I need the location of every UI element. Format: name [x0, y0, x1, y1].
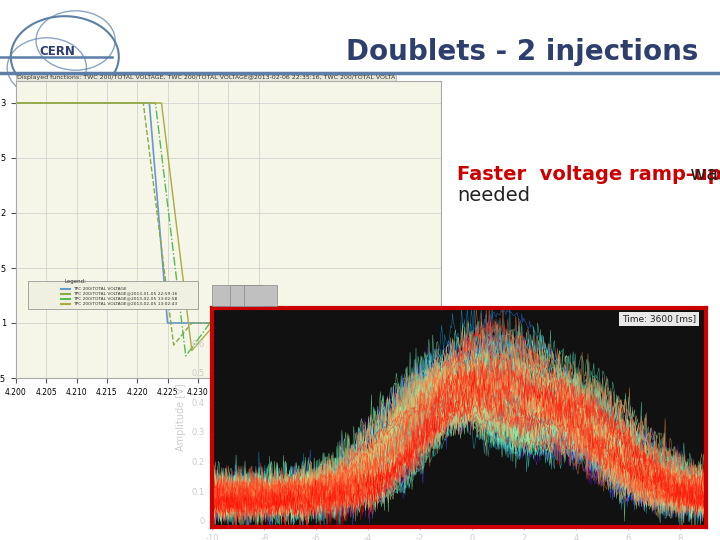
- Text: TPC 200/TOTAL VOLTAGE@2013-02-05 13:02:58: TPC 200/TOTAL VOLTAGE@2013-02-05 13:02:5…: [73, 297, 178, 301]
- Text: Doublets - 2 injections: Doublets - 2 injections: [346, 38, 698, 66]
- Text: Time: 3600 [ms]: Time: 3600 [ms]: [621, 314, 696, 323]
- FancyBboxPatch shape: [230, 286, 262, 306]
- Y-axis label: Amplitude [V]: Amplitude [V]: [176, 383, 186, 451]
- Text: Faster  voltage ramp-up: Faster voltage ramp-up: [457, 165, 720, 184]
- Text: was: was: [684, 165, 720, 184]
- Text: TPC 200/TOTAL VOLTAGE@2013-01-05 22:59:16: TPC 200/TOTAL VOLTAGE@2013-01-05 22:59:1…: [73, 292, 178, 296]
- Text: Displayed functions: TWC 200/TOTAL VOLTAGE, TWC 200/TOTAL VOLTAGE@2013-02-06 22:: Displayed functions: TWC 200/TOTAL VOLTA…: [17, 76, 395, 80]
- Text: TPC 200/TOTAL VOLTAGE: TPC 200/TOTAL VOLTAGE: [73, 287, 127, 291]
- Text: needed: needed: [457, 186, 530, 205]
- FancyBboxPatch shape: [245, 286, 276, 306]
- Text: CERN: CERN: [40, 45, 76, 58]
- Text: TPC 200/TOTAL VOLTAGE@2013-02-05 13:02:43: TPC 200/TOTAL VOLTAGE@2013-02-05 13:02:4…: [73, 302, 178, 306]
- FancyBboxPatch shape: [28, 281, 198, 309]
- FancyBboxPatch shape: [212, 286, 245, 306]
- Text: Legend:: Legend:: [64, 279, 86, 285]
